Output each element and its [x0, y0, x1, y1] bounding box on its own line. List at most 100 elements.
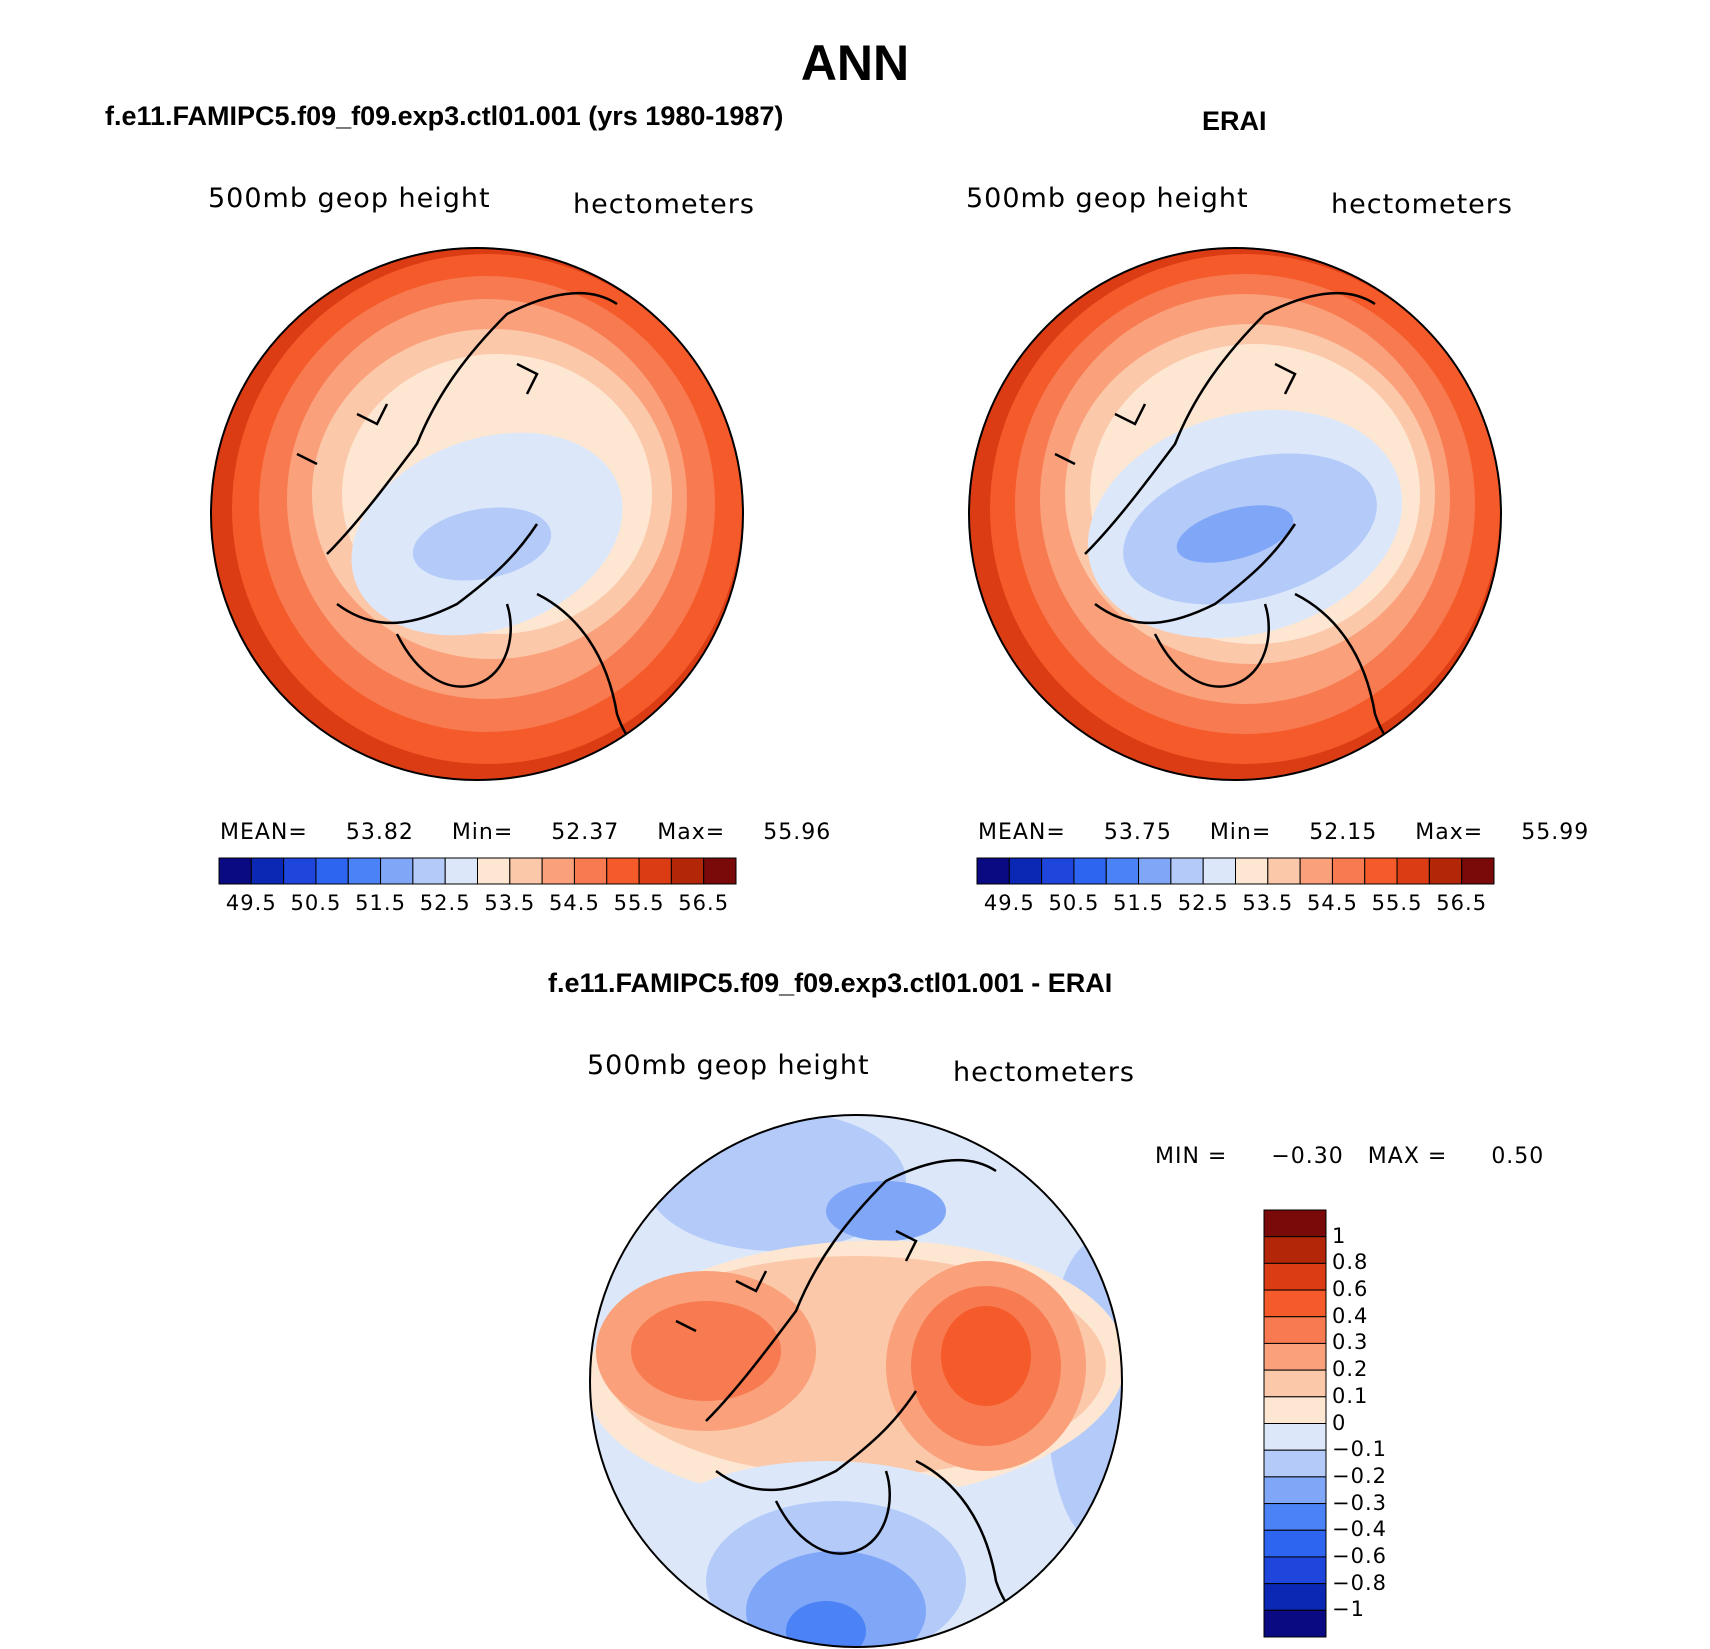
colorbar-swatch [1263, 1316, 1327, 1344]
mean-value: 53.82 [345, 820, 414, 845]
colorbar-swatch [573, 857, 608, 885]
colorbar-tick-label: −0.3 [1332, 1490, 1387, 1515]
panel-1-title: f.e11.FAMIPC5.f09_f09.exp3.ctl01.001 (yr… [105, 101, 784, 131]
colorbar-swatch [1299, 857, 1333, 885]
colorbar-tick-label: 49.5 [983, 891, 1035, 915]
panel-1-map [210, 247, 744, 781]
colorbar-tick-label: 56.5 [678, 891, 730, 915]
mean-label: MEAN= [978, 820, 1066, 845]
colorbar-tick-label: 0.4 [1332, 1303, 1369, 1328]
mean-label: MEAN= [220, 820, 308, 845]
colorbar-swatch [1267, 857, 1301, 885]
panel-3-title: f.e11.FAMIPC5.f09_f09.exp3.ctl01.001 - E… [548, 968, 1113, 998]
colorbar-tick-label: 56.5 [1436, 891, 1488, 915]
min-label: Min= [451, 820, 514, 845]
coastline [296, 362, 539, 466]
colorbar-tick-label: 0.8 [1332, 1250, 1369, 1275]
max-value: 55.96 [763, 820, 832, 845]
colorbar-tick-label: 55.5 [1371, 891, 1423, 915]
colorbar-swatch [1461, 857, 1495, 885]
contour-band [631, 1301, 781, 1401]
colorbar-tick-label: −1 [1332, 1597, 1365, 1622]
panel-2-title: ERAI [1202, 106, 1267, 136]
colorbar-tick-label: 49.5 [225, 891, 277, 915]
panel-2-map [968, 247, 1502, 781]
panel-2-variable: 500mb geop height [966, 183, 1249, 214]
colorbar-tick-label: 0 [1332, 1410, 1347, 1435]
colorbar-swatch [218, 857, 252, 885]
colorbar-swatch [1105, 857, 1140, 885]
colorbar-swatch [444, 857, 478, 885]
min-value: 52.37 [551, 820, 620, 845]
colorbar-swatch [1170, 857, 1204, 885]
panel-3-map [589, 1114, 1123, 1648]
contour-band [1176, 505, 1294, 563]
colorbar-swatch [380, 857, 414, 885]
colorbar-tick-label: −0.2 [1332, 1463, 1387, 1488]
colorbar-swatch [283, 857, 317, 885]
contour-band [826, 1181, 946, 1241]
colorbar-swatch [315, 857, 349, 885]
colorbar-swatch [1073, 857, 1107, 885]
panel-3-variable: 500mb geop height [587, 1050, 870, 1081]
colorbar-tick-label: 50.5 [1048, 891, 1100, 915]
colorbar-tick-label: −0.4 [1332, 1517, 1387, 1542]
colorbar-swatch [1008, 857, 1043, 885]
colorbar-tick-label: 54.5 [1307, 891, 1358, 915]
colorbar-swatch [606, 857, 640, 885]
colorbar-tick-label: 53.5 [1242, 891, 1294, 915]
colorbar-swatch [1263, 1262, 1327, 1291]
max-value: 0.50 [1491, 1144, 1545, 1169]
colorbar-swatch [703, 857, 737, 885]
colorbar-swatch [1041, 857, 1075, 885]
colorbar-swatch [412, 857, 446, 885]
colorbar-tick-label: 50.5 [290, 891, 342, 915]
panel-3-stats: MIN = −0.30 MAX = 0.50 [1155, 1144, 1544, 1169]
figure-title: ANN [800, 35, 910, 91]
colorbar-swatch [477, 857, 511, 885]
max-label: Max= [657, 820, 726, 845]
colorbar-swatch [1396, 857, 1430, 885]
colorbar-swatch [1263, 1342, 1327, 1371]
colorbar-swatch [347, 857, 382, 885]
colorbar-swatch [1263, 1503, 1327, 1531]
colorbar-swatch [541, 857, 575, 885]
colorbar-swatch [1263, 1529, 1327, 1558]
colorbar-swatch [1263, 1583, 1327, 1611]
panel-2-units: hectometers [1331, 189, 1513, 220]
colorbar-tick-label: 55.5 [613, 891, 665, 915]
colorbar-swatch [1263, 1449, 1327, 1478]
colorbar-swatch [1263, 1236, 1327, 1264]
colorbar-swatch [1263, 1289, 1327, 1318]
colorbar-swatch [1263, 1209, 1327, 1238]
colorbar-tick-label: −0.8 [1332, 1570, 1387, 1595]
panel-1-stats: MEAN= 53.82 Min= 52.37 Max= 55.96 [220, 820, 831, 845]
panel-1-variable: 500mb geop height [208, 183, 491, 214]
panel-2-stats: MEAN= 53.75 Min= 52.15 Max= 55.99 [978, 820, 1589, 845]
panel-1-units: hectometers [573, 189, 755, 220]
colorbar-tick-label: 51.5 [355, 891, 406, 915]
colorbar-tick-label: 0.2 [1332, 1357, 1369, 1382]
min-value: 52.15 [1309, 820, 1378, 845]
colorbar-swatch [1138, 857, 1172, 885]
colorbar-swatch [250, 857, 285, 885]
coastline [675, 1229, 918, 1333]
colorbar-swatch [1235, 857, 1269, 885]
colorbar-tick-label: 54.5 [549, 891, 600, 915]
panel-2-colorbar [976, 857, 1495, 885]
colorbar-swatch [1202, 857, 1236, 885]
contour-band [941, 1306, 1031, 1406]
panel-3-colorbar [1263, 1209, 1327, 1638]
coastline [1054, 362, 1297, 466]
colorbar-tick-label: 0.1 [1332, 1383, 1369, 1408]
colorbar-swatch [1263, 1369, 1327, 1398]
panel-3-units: hectometers [953, 1057, 1135, 1088]
colorbar-swatch [670, 857, 705, 885]
colorbar-tick-label: 51.5 [1113, 891, 1164, 915]
coastline [1084, 291, 1436, 776]
coastline [326, 291, 678, 776]
colorbar-swatch [1263, 1556, 1327, 1585]
colorbar-swatch [509, 857, 543, 885]
colorbar-swatch [1428, 857, 1463, 885]
colorbar-tick-label: 0.6 [1332, 1277, 1369, 1302]
